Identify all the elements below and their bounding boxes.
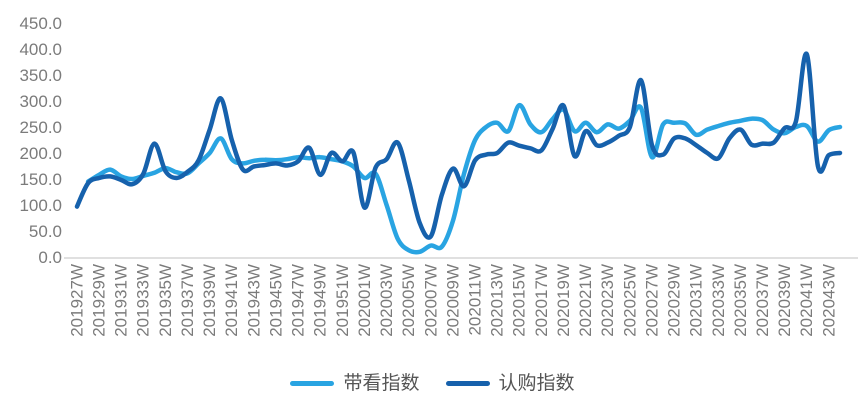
x-axis-tick-label: 202039W bbox=[775, 264, 794, 337]
chart-legend: 带看指数 认购指数 bbox=[0, 368, 865, 398]
x-axis-tick-label: 202013W bbox=[488, 264, 507, 337]
subscription-index-line bbox=[74, 51, 843, 240]
legend-item-subscription-index: 认购指数 bbox=[445, 372, 575, 394]
y-axis-tick-label: 450.0 bbox=[19, 14, 62, 33]
x-axis-tick-label: 202003W bbox=[377, 264, 396, 337]
x-axis-tick-label: 201935W bbox=[156, 264, 175, 337]
x-axis-tick-label: 201941W bbox=[222, 264, 241, 337]
x-axis-tick-label: 202023W bbox=[598, 264, 617, 337]
legend-item-viewing-index: 带看指数 bbox=[290, 372, 420, 394]
y-axis-tick-label: 0.0 bbox=[38, 248, 62, 267]
x-axis-tick-label: 202017W bbox=[532, 264, 551, 337]
y-axis-tick-label: 200.0 bbox=[19, 144, 62, 163]
x-axis-tick-label: 202011W bbox=[466, 264, 485, 336]
y-axis-tick-label: 50.0 bbox=[29, 222, 62, 241]
x-axis-tick-label: 201951W bbox=[333, 264, 352, 337]
x-axis-tick-label: 201931W bbox=[112, 264, 131, 337]
y-axis-tick-label: 300.0 bbox=[19, 92, 62, 111]
x-axis-tick-label: 201937W bbox=[178, 264, 197, 337]
legend-line-swatch bbox=[290, 380, 335, 386]
x-axis-tick-label: 202007W bbox=[421, 264, 440, 337]
x-axis-tick-label: 202025W bbox=[620, 264, 639, 337]
x-axis-tick-label: 201943W bbox=[244, 264, 263, 337]
x-axis-tick-label: 202001W bbox=[355, 264, 374, 337]
legend-line-swatch bbox=[445, 380, 490, 386]
x-axis-tick-label: 202009W bbox=[443, 264, 462, 337]
viewing-index-line bbox=[85, 102, 843, 255]
x-axis-tick-label: 202041W bbox=[797, 264, 816, 337]
x-axis-tick-label: 202015W bbox=[510, 264, 529, 337]
y-axis-tick-label: 400.0 bbox=[19, 40, 62, 59]
x-axis-tick-label: 202031W bbox=[687, 264, 706, 337]
x-axis-tick-label: 202029W bbox=[665, 264, 684, 337]
x-axis-tick-label: 201947W bbox=[289, 264, 308, 337]
y-axis-tick-label: 250.0 bbox=[19, 118, 62, 137]
x-axis-tick-label: 202027W bbox=[642, 264, 661, 337]
x-axis-tick-label: 202005W bbox=[399, 264, 418, 337]
x-axis-tick-label: 202033W bbox=[709, 264, 728, 337]
x-axis-tick-label: 202019W bbox=[554, 264, 573, 337]
x-axis-tick-label: 202035W bbox=[731, 264, 750, 337]
y-axis-tick-label: 150.0 bbox=[19, 170, 62, 189]
x-axis-tick-label: 202043W bbox=[819, 264, 838, 337]
x-axis-tick-label: 201933W bbox=[134, 264, 153, 337]
y-axis-tick-label: 100.0 bbox=[19, 196, 62, 215]
plot-area: 0.0 50.0 100.0 150.0 200.0 250.0 300.0 350.0 400… bbox=[19, 14, 858, 337]
x-axis-tick-label: 201945W bbox=[266, 264, 285, 337]
y-axis-tick-label: 350.0 bbox=[19, 66, 62, 85]
x-axis-tick-label: 201929W bbox=[90, 264, 109, 337]
legend-label: 认购指数 bbox=[498, 372, 575, 394]
legend-label: 带看指数 bbox=[343, 372, 420, 394]
x-axis-tick-label: 201949W bbox=[311, 264, 330, 337]
x-axis-tick-label: 201927W bbox=[67, 264, 86, 337]
x-axis-tick-label: 202021W bbox=[576, 264, 595, 337]
x-axis-tick-label: 202037W bbox=[753, 264, 772, 337]
x-axis-tick-label: 201939W bbox=[200, 264, 219, 337]
